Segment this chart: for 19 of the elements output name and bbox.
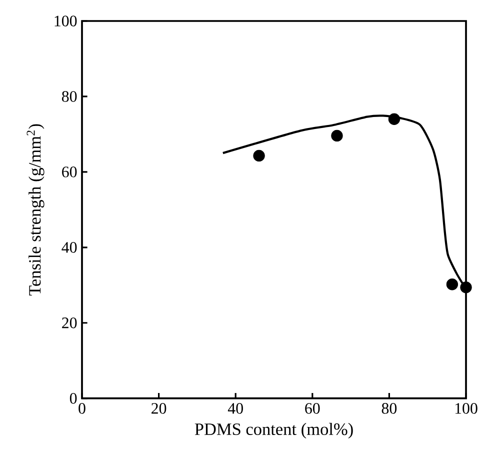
y-tick-label: 100: [54, 16, 77, 26]
x-tick-label: 60: [305, 403, 320, 414]
point: [331, 130, 343, 142]
x-tick-label: 0: [78, 403, 86, 414]
y-tick-label: 20: [62, 317, 77, 328]
y-tick-label: 60: [62, 166, 77, 178]
y-tick-label: 40: [62, 242, 77, 253]
x-tick-label: 40: [228, 403, 243, 414]
point: [460, 282, 472, 294]
x-tick-label: 80: [382, 403, 397, 414]
point: [253, 150, 265, 162]
point: [446, 278, 458, 290]
y-axis-title: Tensile strength (g/mm$^{2}$): [26, 124, 44, 296]
x-tick-label: 100: [455, 403, 478, 414]
x-axis-title: PDMS content (mol%): [194, 422, 353, 439]
point: [388, 113, 400, 125]
y-tick-label: 0: [70, 392, 77, 404]
x-tick-label: 20: [152, 403, 166, 414]
y-tick-label: 80: [62, 91, 77, 102]
